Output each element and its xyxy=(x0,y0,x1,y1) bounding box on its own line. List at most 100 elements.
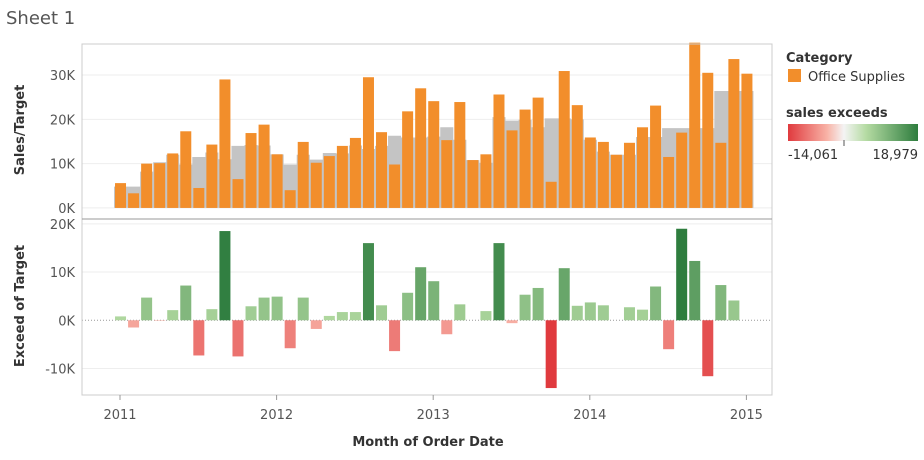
sales-bar[interactable] xyxy=(115,183,127,208)
exceed-bar[interactable] xyxy=(689,260,701,321)
exceed-bar[interactable] xyxy=(128,320,140,328)
exceed-bar[interactable] xyxy=(271,296,283,321)
sales-bar[interactable] xyxy=(297,141,309,208)
exceed-bar[interactable] xyxy=(336,312,348,321)
sales-bar[interactable] xyxy=(128,193,140,208)
sales-bar[interactable] xyxy=(167,153,179,208)
sales-bar[interactable] xyxy=(584,137,596,208)
exceed-bar[interactable] xyxy=(702,320,714,377)
exceed-bar[interactable] xyxy=(519,294,531,321)
sales-bar[interactable] xyxy=(441,140,453,208)
legend-gradient-bar[interactable] xyxy=(788,124,918,141)
sales-bar[interactable] xyxy=(219,79,231,208)
sales-bar[interactable] xyxy=(689,42,701,208)
exceed-bar[interactable] xyxy=(284,320,296,349)
exceed-bar[interactable] xyxy=(506,320,518,324)
exceed-bar[interactable] xyxy=(637,309,649,321)
exceed-bar[interactable] xyxy=(180,285,192,321)
exceed-bar[interactable] xyxy=(402,292,414,321)
sales-bar[interactable] xyxy=(193,187,205,208)
sales-bar[interactable] xyxy=(284,190,296,208)
sales-bar[interactable] xyxy=(428,101,440,208)
sales-bar[interactable] xyxy=(532,97,544,208)
exceed-bar[interactable] xyxy=(376,305,388,321)
exceed-bar[interactable] xyxy=(323,315,335,321)
sales-bar[interactable] xyxy=(519,109,531,208)
exceed-bar[interactable] xyxy=(623,307,635,321)
sales-bar[interactable] xyxy=(650,105,662,208)
sales-bar[interactable] xyxy=(467,160,479,208)
exceed-bar[interactable] xyxy=(558,268,570,321)
sales-bar[interactable] xyxy=(728,59,740,208)
sales-bar[interactable] xyxy=(349,137,361,208)
exceed-bar[interactable] xyxy=(297,297,309,321)
sales-bar[interactable] xyxy=(232,179,244,208)
sales-bar[interactable] xyxy=(402,111,414,208)
sales-bar[interactable] xyxy=(180,131,192,208)
x-tick-label: 2015 xyxy=(730,408,763,423)
exceed-bar[interactable] xyxy=(415,267,427,321)
exceed-bar[interactable] xyxy=(362,243,374,321)
sales-bar[interactable] xyxy=(597,141,609,208)
sales-bar[interactable] xyxy=(480,154,492,208)
exceed-bar[interactable] xyxy=(428,281,440,321)
sales-bar[interactable] xyxy=(506,130,518,208)
exceed-bar[interactable] xyxy=(193,320,205,356)
exceed-bar[interactable] xyxy=(389,320,401,352)
exceed-bar[interactable] xyxy=(493,243,505,321)
exceed-bar[interactable] xyxy=(571,305,583,321)
exceed-bar[interactable] xyxy=(441,320,453,335)
sales-bar[interactable] xyxy=(206,144,218,208)
sales-bar[interactable] xyxy=(323,156,335,208)
sales-bar[interactable] xyxy=(663,156,675,208)
sales-bar[interactable] xyxy=(454,102,466,208)
exceed-bar[interactable] xyxy=(597,305,609,321)
exceed-bar[interactable] xyxy=(219,231,231,321)
exceed-bar[interactable] xyxy=(728,300,740,321)
legend-category-swatch[interactable] xyxy=(788,69,801,82)
exceed-bar[interactable] xyxy=(715,285,727,321)
exceed-bar[interactable] xyxy=(454,304,466,321)
sales-bar[interactable] xyxy=(245,133,257,208)
exceed-bar[interactable] xyxy=(545,320,557,389)
sales-bar[interactable] xyxy=(415,88,427,208)
exceed-bar[interactable] xyxy=(650,286,662,321)
sales-bar[interactable] xyxy=(702,72,714,208)
sales-bar[interactable] xyxy=(545,181,557,208)
sales-bar[interactable] xyxy=(310,162,322,208)
exceed-bar[interactable] xyxy=(115,316,127,321)
sales-bar[interactable] xyxy=(558,71,570,208)
sales-bar[interactable] xyxy=(376,132,388,208)
exceed-bars[interactable] xyxy=(115,228,740,389)
exceed-bar[interactable] xyxy=(480,311,492,321)
sales-bar[interactable] xyxy=(389,164,401,208)
sales-bar[interactable] xyxy=(336,145,348,208)
sales-bar[interactable] xyxy=(741,73,753,208)
sales-bar[interactable] xyxy=(571,105,583,208)
legend-category-item[interactable]: Office Supplies xyxy=(808,70,905,85)
exceed-bar[interactable] xyxy=(663,320,675,350)
exceed-bar[interactable] xyxy=(245,306,257,321)
exceed-bar[interactable] xyxy=(141,297,153,321)
exceed-bar[interactable] xyxy=(349,312,361,321)
exceed-bar[interactable] xyxy=(584,302,596,321)
exceed-bar[interactable] xyxy=(258,297,270,321)
sales-bar[interactable] xyxy=(141,163,153,208)
exceed-bar[interactable] xyxy=(167,310,179,321)
exceed-bar[interactable] xyxy=(232,320,244,357)
sales-bar[interactable] xyxy=(154,163,166,208)
exceed-bar[interactable] xyxy=(206,309,218,321)
sales-bar[interactable] xyxy=(623,142,635,208)
sales-bar[interactable] xyxy=(493,94,505,208)
sales-bar[interactable] xyxy=(676,132,688,208)
sales-bar[interactable] xyxy=(271,154,283,208)
sales-bar[interactable] xyxy=(715,142,727,208)
sales-bar[interactable] xyxy=(362,77,374,208)
sales-bar[interactable] xyxy=(610,154,622,208)
exceed-bar[interactable] xyxy=(310,320,322,329)
exceed-bar[interactable] xyxy=(532,287,544,321)
sales-bar[interactable] xyxy=(637,127,649,208)
sales-bar[interactable] xyxy=(258,124,270,208)
exceed-bar[interactable] xyxy=(676,228,688,321)
sales-bars[interactable] xyxy=(115,42,753,208)
